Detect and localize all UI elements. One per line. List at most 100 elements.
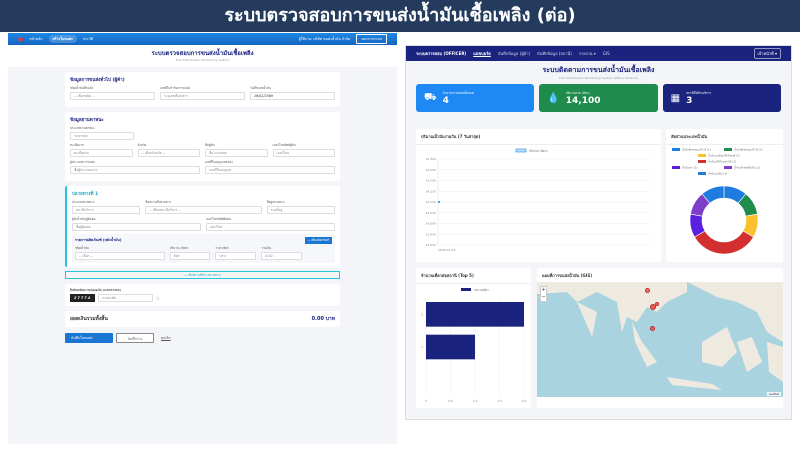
page-subtitle: Fuel Distribution Monitoring System (Off… [559,76,638,80]
stat-card-shipments: ⛟ จำนวนการขนส่งทั้งหมด 4 [416,84,535,112]
receiver-phone-input[interactable]: เบอร์โทร [206,223,335,231]
map-panel: แผนที่การขนส่งน้ำมัน (GIS) + − Leaflet [537,268,783,408]
nav-station-entry[interactable]: บันทึกข้อมูล (สถานี) [537,51,572,56]
vehicle-type-select[interactable]: รถบรรทุก [70,132,134,140]
user-menu[interactable]: เจ้าหน้าที่ ▾ [753,48,781,59]
map-marker[interactable] [655,302,659,306]
price-input[interactable]: บาท [215,252,257,260]
x-tick-label: 2026-01-23 [438,248,456,252]
x-tick-label: 1.0 [473,399,478,403]
stat-value: 3 [686,95,693,106]
nav-trader-entry[interactable]: บันทึกข้อมูล (ผู้ค้า) [497,51,531,56]
y-tick-label: 14,000 [426,222,437,226]
quantity-input[interactable]: ลิตร [169,252,211,260]
nav-gis[interactable]: GIS [602,51,610,56]
nav-dashboard[interactable]: แดชบอร์ด [473,51,491,56]
label: ชื่อสถานที่ปลายทาง [145,200,171,204]
data-point [438,201,440,203]
nav-create[interactable]: สร้างใบขนส่ง [48,35,77,43]
stat-card-stations: ▦ สถานีที่ได้รับบริการ 3 [662,84,781,112]
legend-label: น้ำมันดีเซลหมุนเร็ว B (1) [734,147,763,153]
x-tick-label: 1.5 [497,399,502,403]
map-view[interactable]: + − Leaflet [537,282,783,397]
x-tick-label: 0 [425,399,427,403]
map-marker[interactable] [650,326,655,331]
subtotal-field: 0.00 [261,252,302,260]
products-subsection: รายการผลิตภัณฑ์ (หลังน้ำมัน) + เพิ่มผลิตภ… [72,234,335,263]
legend-swatch [698,154,706,157]
label: เลขที่ใบอนุญาตขนส่ง [205,160,233,164]
label: ผู้รับน้ำมัน/ผู้ติดต่อ [72,217,96,221]
product-select[interactable]: -- เลือก -- [75,252,165,260]
driver-input[interactable]: ชื่อ-นามสกุล [205,149,268,157]
dest-address-input[interactable]: ระบุที่อยู่ [266,206,335,214]
panel-title: ปริมาณน้ำมันรายวัน (7 วันล่าสุด) [416,129,661,145]
map-marker[interactable] [645,288,650,293]
province-select[interactable]: -- เลือกจังหวัด -- [137,149,200,157]
plate-input[interactable]: ทะเบียนรถ [70,149,133,157]
brand[interactable]: ระบบตรวจสอบ (OFFICER) [416,51,467,56]
submit-button[interactable]: บันทึกใบขนส่ง [65,333,113,343]
droplet-icon: 💧 [547,92,560,104]
add-product-button[interactable]: + เพิ่มผลิตภัณฑ์ [304,237,332,244]
save-draft-button[interactable]: บันทึกร่าง [116,333,154,343]
general-section: ข้อมูลการขนส่งทั่วไป (ผู้ค้า) ชนิดน้ำมัน… [65,72,340,107]
donut-slice [694,230,754,255]
section-title: ปลายทางที่ 1 [72,192,99,197]
label: ผู้ประกอบการขนส่ง [70,160,95,164]
slide-title: ระบบตรวจสอบการขนส่งน้ำมันเชื้อเพลิง (ต่อ… [0,0,800,32]
map-marker[interactable] [650,304,656,310]
panel-title: สัดส่วนประเภทน้ำมัน [666,129,783,145]
donut-chart-panel: สัดส่วนประเภทน้ำมัน น้ำมันดีเซลหมุนเร็ว … [666,129,783,262]
document-number-input[interactable]: ระบุเลขที่เอกสาร [160,92,245,100]
add-destination-button[interactable]: + เพิ่มสถานที่ส่ง (ปลายทาง) [65,271,340,279]
page-subtitle: Fuel Distribution Monitoring System [175,58,230,62]
refresh-icon[interactable]: ↻ [156,295,160,301]
label: รวมเงิน [261,246,272,250]
stat-card-volume: 💧 ปริมาณรวม (ลิตร) 14,100 [539,84,658,112]
dest-type-select[interactable]: สถานีบริการ [72,206,141,214]
legend-label: น้ำมันเตา (1) [682,166,697,170]
nav-home[interactable]: หน้าหลัก [29,37,43,41]
legend-swatch [515,148,527,153]
captcha-input[interactable]: กรอกรหัส [98,294,154,302]
legend-label: น้ำมันแก๊สโซฮอล์ 95 (3) [708,160,736,164]
label: เบอร์โทรศัพท์ผู้ขับ [272,143,296,147]
bar [426,334,475,360]
captcha-section: ยืนยันรหัสความปลอดภัย (CAPTCHA) 27774 กร… [65,284,340,306]
legend-label: จำนวนเที่ยว [474,288,489,292]
stat-value: 4 [442,95,449,106]
license-input[interactable]: เลขที่ใบอนุญาต [205,166,335,174]
nav-history[interactable]: ประวัติ [82,37,93,41]
receiver-input[interactable]: ชื่อผู้ติดต่อ [72,223,201,231]
map-attribution[interactable]: Leaflet [766,392,781,396]
zoom-out-button[interactable]: − [541,294,546,300]
legend-label: ปริมาณ (ลิตร) [529,149,548,153]
nav-reports[interactable]: รายงาน ▾ [578,51,596,56]
x-tick-label: 2.0 [522,399,527,403]
zoom-in-button[interactable]: + [541,287,546,293]
stat-label: สถานีที่ได้รับบริการ [686,90,712,95]
y-tick-label: 13,900 [426,243,437,247]
label: ทะเบียนรถ [70,143,84,147]
line-chart-panel: ปริมาณน้ำมันรายวัน (7 วันล่าสุด) ปริมาณ … [416,129,661,262]
date-input[interactable]: 26/02/2569 [250,92,335,100]
y-tick-label: 1 [421,345,423,349]
label: จังหวัด [137,143,147,147]
operator-input[interactable]: ชื่อผู้ประกอบการ [70,166,200,174]
legend-label: น้ำมันดีเซลหมุนเร็ว B (1) [682,147,711,153]
y-tick-label: 14,250 [426,168,437,172]
logout-button[interactable]: ออกจากระบบ [356,34,387,44]
y-tick-label: 13,950 [426,232,437,236]
fuel-type-select[interactable]: -- เลือกชนิด -- [70,92,155,100]
bar-chart: จำนวนเที่ยว 0 0.5 1.0 1.5 2.0 2 1 [421,288,527,403]
line-chart: ปริมาณ (ลิตร) 14,300 14,250 14,200 14,150 14,… [426,148,651,252]
dest-name-select[interactable]: -- เลือกสถานีบริการ -- [145,206,262,214]
driver-phone-input[interactable]: เบอร์โทร [272,149,335,157]
cancel-link[interactable]: ยกเลิก [161,336,171,340]
total-label: ยอดเงินรวมทั้งสิ้น [70,316,108,322]
label: ที่อยู่ปลายทาง [266,200,285,204]
x-tick-label: 0.5 [448,399,453,403]
top-nav: ระบบตรวจสอบ (OFFICER) แดชบอร์ด บันทึกข้อ… [406,46,791,61]
donut-slice [701,185,725,204]
